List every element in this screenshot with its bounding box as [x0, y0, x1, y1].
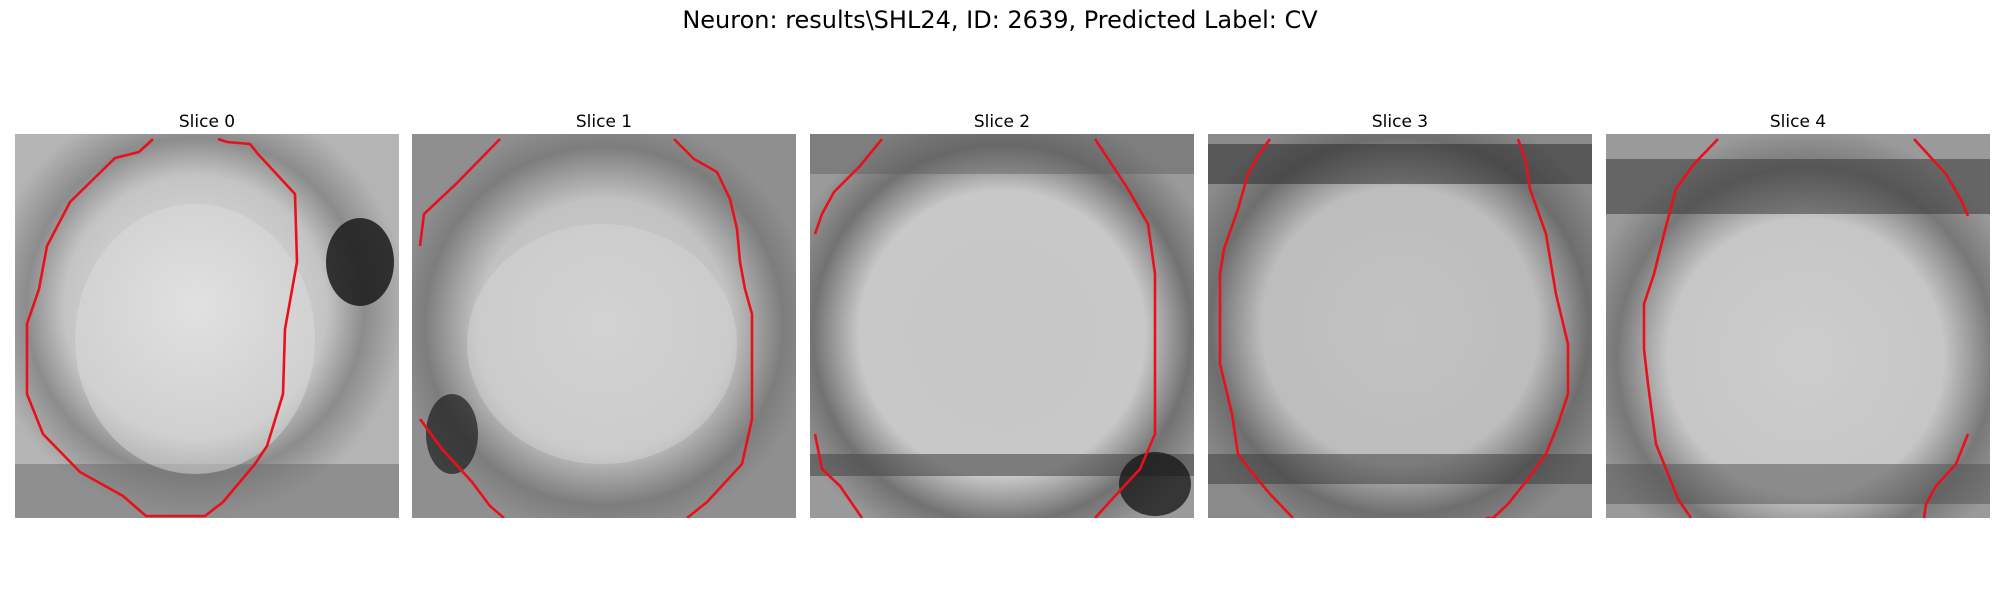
- segmentation-contour: [813, 138, 884, 235]
- segmentation-contour: [1642, 138, 1719, 518]
- segmentation-contour: [25, 137, 299, 518]
- slice-image-0: [15, 134, 399, 518]
- slice-title: Slice 3: [1371, 112, 1429, 132]
- slice-panel-4: Slice 4: [1606, 110, 1990, 518]
- figure-title: Neuron: results\SHL24, ID: 2639, Predict…: [682, 6, 1318, 34]
- segmentation-contour: [1913, 138, 1970, 217]
- segmentation-contour: [1486, 138, 1570, 518]
- slice-title: Slice 1: [575, 112, 633, 132]
- slice-image-4: [1606, 134, 1990, 518]
- segmentation-contour: [418, 418, 505, 518]
- slice-title: Slice 2: [973, 112, 1031, 132]
- segmentation-contour: [1218, 138, 1294, 518]
- segmentation-contour: [418, 138, 501, 247]
- slice-panel-1: Slice 1: [412, 110, 796, 518]
- slice-title: Slice 4: [1769, 112, 1827, 132]
- slice-image-3: [1208, 134, 1592, 518]
- slice-panel-0: Slice 0: [15, 110, 399, 518]
- slice-title: Slice 0: [178, 112, 236, 132]
- segmentation-contour: [813, 433, 864, 518]
- slice-panel-2: Slice 2: [810, 110, 1194, 518]
- segmentation-contour: [1093, 138, 1157, 518]
- slice-image-1: [412, 134, 796, 518]
- segmentation-contour: [673, 138, 754, 518]
- slice-panel-3: Slice 3: [1208, 110, 1592, 518]
- slice-image-2: [810, 134, 1194, 518]
- segmentation-contour: [1922, 433, 1970, 518]
